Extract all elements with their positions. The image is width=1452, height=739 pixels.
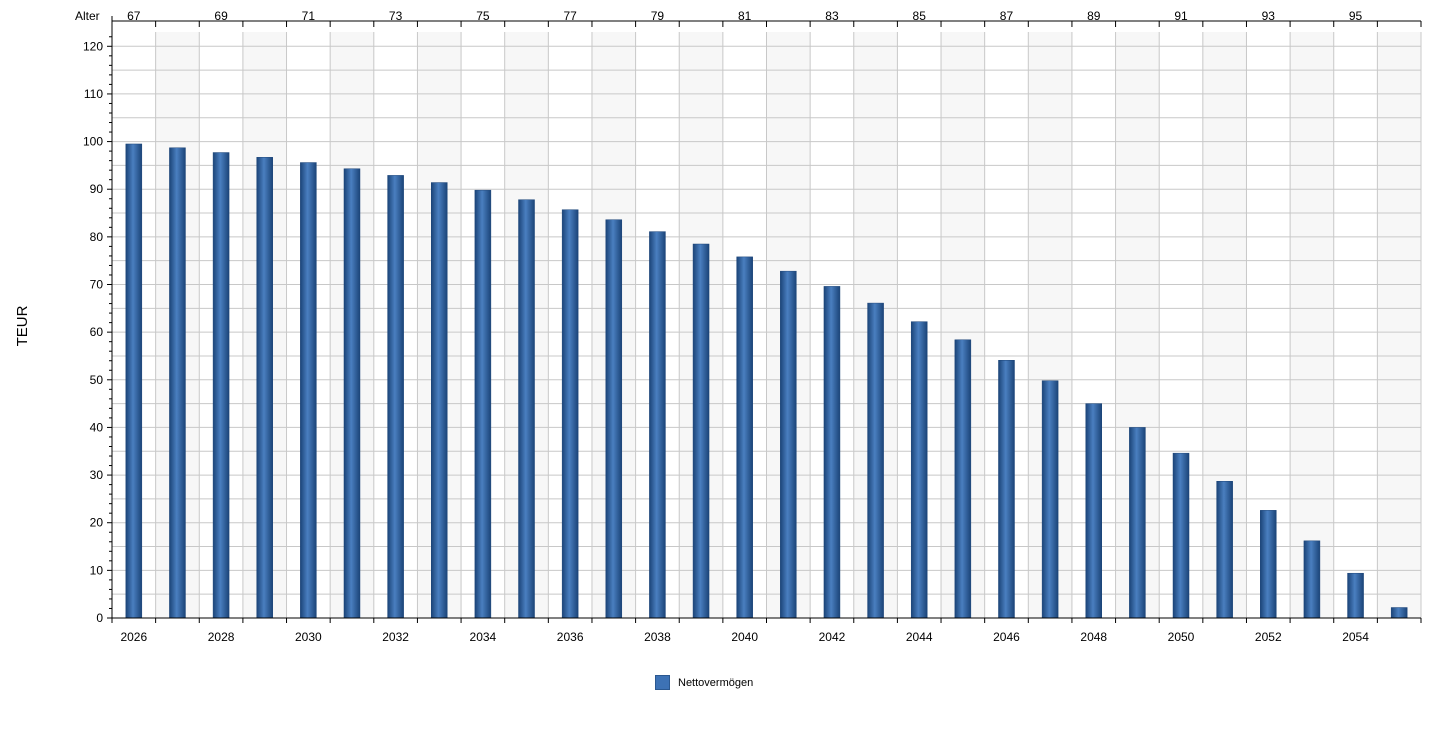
- bar: [910, 321, 928, 619]
- y-tick-label: 90: [90, 182, 104, 196]
- y-tick-label: 10: [90, 563, 104, 577]
- bar: [256, 157, 273, 619]
- x-tick-label: 2054: [1342, 630, 1369, 644]
- y-axis-title: TEUR: [14, 305, 31, 346]
- bar: [300, 162, 317, 619]
- y-tick-label: 40: [90, 420, 104, 434]
- background-band: [1290, 32, 1334, 618]
- y-tick-label: 70: [90, 278, 104, 292]
- bar: [954, 339, 972, 619]
- x-tick-label: 2032: [382, 630, 409, 644]
- bar: [605, 219, 623, 619]
- age-tick-label: 73: [389, 9, 403, 23]
- bar: [649, 231, 666, 619]
- bar: [1172, 452, 1190, 619]
- bar: [1260, 510, 1277, 619]
- bar: [998, 360, 1015, 619]
- y-tick-label: 80: [90, 230, 104, 244]
- y-tick-label: 20: [90, 516, 104, 530]
- legend-swatch: [655, 675, 670, 690]
- bar: [169, 147, 186, 619]
- bar: [1129, 427, 1146, 619]
- bar: [1390, 607, 1408, 619]
- bar: [1216, 481, 1233, 619]
- bar: [387, 175, 404, 619]
- age-tick-label: 93: [1262, 9, 1276, 23]
- age-tick-label: 85: [913, 9, 927, 23]
- x-tick-label: 2044: [906, 630, 933, 644]
- x-tick-label: 2042: [819, 630, 846, 644]
- bar: [125, 143, 143, 619]
- y-tick-label: 110: [84, 87, 103, 101]
- x-tick-label: 2026: [120, 630, 147, 644]
- bar: [1347, 572, 1364, 619]
- bar: [780, 270, 797, 619]
- x-tick-label: 2036: [557, 630, 584, 644]
- bar: [867, 302, 884, 619]
- bar: [736, 256, 753, 619]
- bar: [692, 243, 710, 619]
- age-tick-label: 91: [1174, 9, 1188, 23]
- age-tick-label: 81: [738, 9, 752, 23]
- top-axis-title: Alter: [75, 9, 100, 23]
- legend-label: Nettovermögen: [678, 676, 754, 689]
- axes: [107, 16, 1422, 623]
- age-tick-label: 69: [214, 9, 228, 23]
- bars: [125, 143, 1408, 619]
- x-tick-label: 2038: [644, 630, 671, 644]
- y-tick-label: 30: [90, 468, 104, 482]
- age-tick-label: 67: [127, 9, 141, 23]
- age-tick-label: 89: [1087, 9, 1101, 23]
- bar: [343, 168, 361, 619]
- x-tick-label: 2046: [993, 630, 1020, 644]
- x-tick-label: 2030: [295, 630, 322, 644]
- bar: [561, 209, 579, 619]
- x-tick-label: 2028: [208, 630, 235, 644]
- x-tick-label: 2050: [1168, 630, 1195, 644]
- bar: [823, 286, 841, 619]
- bar: [1085, 403, 1102, 619]
- x-tick-label: 2048: [1080, 630, 1107, 644]
- bar: [518, 199, 535, 619]
- age-tick-label: 77: [563, 9, 577, 23]
- y-tick-label: 100: [83, 135, 103, 149]
- x-tick-label: 2040: [731, 630, 758, 644]
- y-tick-label: 50: [90, 373, 104, 387]
- y-tick-label: 120: [83, 39, 103, 53]
- age-tick-label: 71: [302, 9, 316, 23]
- age-tick-label: 83: [825, 9, 839, 23]
- bar: [1303, 540, 1321, 619]
- bar: [1041, 380, 1059, 619]
- y-tick-label: 60: [90, 325, 104, 339]
- y-tick-label: 0: [96, 611, 103, 625]
- bar: [212, 152, 230, 619]
- bar: [431, 182, 448, 619]
- x-tick-label: 2052: [1255, 630, 1282, 644]
- age-tick-label: 95: [1349, 9, 1363, 23]
- legend: Nettovermögen: [655, 675, 753, 690]
- age-tick-label: 79: [651, 9, 665, 23]
- age-tick-label: 75: [476, 9, 490, 23]
- age-tick-label: 87: [1000, 9, 1014, 23]
- bar: [474, 189, 492, 619]
- x-tick-label: 2034: [470, 630, 497, 644]
- background-band: [1377, 32, 1421, 618]
